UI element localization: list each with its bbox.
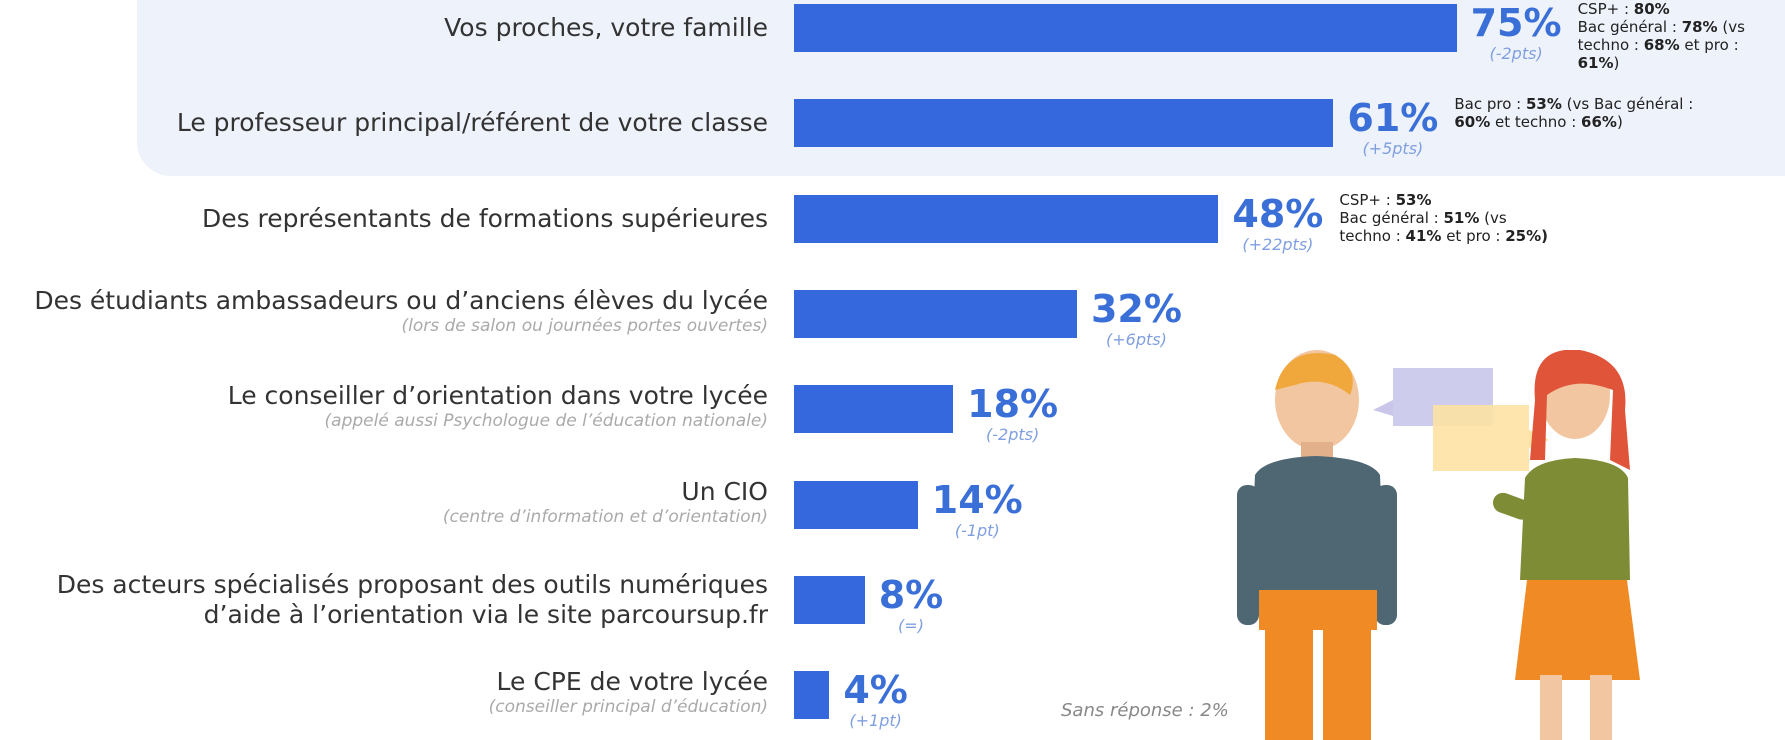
bar-group: 8% (=) (794, 574, 944, 636)
note: CSP+ : 53% Bac général : 51% (vs techno … (1339, 191, 1548, 245)
row: Vos proches, votre famille 75% (-2pts) CSP+… (0, 0, 1785, 72)
value-block: 48% (+22pts) (1232, 193, 1323, 255)
note: CSP+ : 80% Bac général : 78% (vs techno … (1578, 0, 1785, 72)
value-block: 4% (+1pt) (843, 669, 908, 731)
bar (794, 4, 1457, 52)
value-label: 8% (878, 572, 944, 617)
value-label: 32% (1090, 286, 1182, 331)
bar-group: 32% (+6pts) (794, 288, 1182, 350)
note-segment: (vs Bac général : (1566, 95, 1694, 114)
bar (794, 385, 954, 434)
note-segment: 68% (1643, 36, 1680, 54)
category-sublabel: (lors de salon ou journées portes ouvert… (401, 315, 768, 336)
note: Bac pro : 53% (vs Bac général : 60% et t… (1454, 95, 1693, 131)
change-label: (-2pts) (1489, 44, 1543, 63)
note-segment: Bac pro : (1454, 95, 1526, 114)
bar-group: 75% (-2pts) CSP+ : 80% Bac général : 78% (… (794, 0, 1785, 72)
value-label: 61% (1347, 96, 1439, 141)
note-segment: et pro : (1441, 226, 1506, 245)
bar (794, 671, 830, 720)
footnote: Sans réponse : 2% (1061, 700, 1229, 721)
value-block: 75% (-2pts) (1471, 2, 1562, 64)
bar-group: 48% (+22pts) CSP+ : 53% Bac général : 51% … (794, 191, 1548, 255)
category-label: Des étudiants ambassadeurs ou d’anciens … (34, 285, 768, 315)
note-segment: ) (1616, 113, 1623, 132)
change-label: (+22pts) (1242, 234, 1314, 254)
bar-group: 14% (-1pt) (794, 479, 1023, 541)
row: Des acteurs spécialisés proposant des ou… (0, 570, 1785, 635)
value-label: 4% (843, 668, 908, 713)
bar-group: 4% (+1pt) (794, 669, 908, 731)
note-segment: (vs techno : (1339, 208, 1507, 245)
category-label-block: Un CIO (centre d’information et d’orienta… (443, 477, 768, 527)
change-label: (-2pts) (986, 425, 1040, 445)
category-label-block: Le professeur principal/référent de votr… (177, 108, 768, 138)
note-segment: 60% (1454, 113, 1491, 132)
value-block: 14% (-1pt) (932, 479, 1023, 541)
note-segment: CSP+ : (1339, 190, 1396, 209)
row: Le CPE de votre lycée (conseiller princip… (0, 667, 1785, 730)
bar (794, 194, 1219, 243)
category-label: Le conseiller d’orientation dans votre l… (227, 381, 768, 411)
note-segment: 66% (1581, 113, 1617, 132)
category-label-block: Des acteurs spécialisés proposant des ou… (57, 570, 768, 630)
change-label: (+6pts) (1106, 329, 1167, 349)
note-segment: 53% (1395, 190, 1432, 209)
bar (794, 480, 918, 529)
category-sublabel: (appelé aussi Psychologue de l’éducation… (324, 411, 768, 432)
category-label: Le CPE de votre lycée (496, 667, 768, 697)
change-label: (+1pt) (849, 711, 902, 731)
category-label: Des acteurs spécialisés proposant des ou… (56, 569, 768, 629)
note-segment: 80% (1633, 0, 1670, 18)
bar-group: 61% (+5pts) Bac pro : 53% (vs Bac général … (794, 95, 1693, 159)
note-segment: et pro : (1679, 36, 1739, 54)
bar-group: 18% (-2pts) (794, 383, 1058, 445)
value-label: 18% (967, 382, 1059, 427)
value-block: 61% (+5pts) (1347, 97, 1438, 159)
note-segment: 51% (1443, 208, 1480, 227)
category-label-block: Des représentants de formations supérieu… (202, 204, 768, 234)
row: Le conseiller d’orientation dans votre l… (0, 381, 1785, 444)
category-label: Un CIO (681, 476, 768, 506)
row: Des étudiants ambassadeurs ou d’anciens … (0, 286, 1785, 349)
category-label: Vos proches, votre famille (444, 13, 768, 42)
value-label: 14% (931, 477, 1023, 522)
change-label: (=) (898, 615, 924, 635)
note-segment: 53% (1525, 95, 1562, 114)
note-segment: et techno : (1490, 113, 1582, 132)
category-label: Des représentants de formations supérieu… (201, 203, 768, 233)
note-segment: ) (1613, 54, 1620, 72)
category-label-block: Le CPE de votre lycée (conseiller princip… (489, 667, 768, 717)
value-label: 75% (1470, 1, 1562, 45)
note-segment: Bac général : (1577, 18, 1677, 36)
row: Un CIO (centre d’information et d’orienta… (0, 477, 1785, 540)
note-segment: 41% (1405, 226, 1442, 245)
category-label-block: Des étudiants ambassadeurs ou d’anciens … (34, 286, 768, 336)
bar (794, 575, 865, 624)
value-block: 18% (-2pts) (967, 383, 1058, 445)
category-label-block: Vos proches, votre famille (444, 13, 768, 43)
category-label-block: Le conseiller d’orientation dans votre l… (228, 381, 768, 431)
change-label: (-1pt) (954, 520, 1000, 540)
bar (794, 289, 1077, 338)
note-segment: CSP+ : (1577, 0, 1634, 18)
change-label: (+5pts) (1362, 139, 1424, 159)
category-sublabel: (centre d’information et d’orientation) (442, 506, 768, 527)
value-block: 32% (+6pts) (1091, 288, 1182, 350)
note-segment: (vs techno : (1577, 18, 1745, 54)
note-segment: 78% (1681, 18, 1718, 36)
value-label: 48% (1232, 191, 1324, 236)
value-block: 8% (=) (879, 574, 944, 636)
category-label: Le professeur principal/référent de votr… (176, 108, 768, 138)
row: Le professeur principal/référent de votr… (0, 95, 1785, 158)
bar (794, 99, 1334, 148)
row: Des représentants de formations supérieu… (0, 191, 1785, 254)
note-segment: 25%) (1505, 226, 1548, 245)
category-sublabel: (conseiller principal d’éducation) (488, 697, 768, 718)
note-segment: 61% (1577, 54, 1614, 72)
note-segment: Bac général : (1339, 208, 1439, 227)
illustration (1237, 350, 1640, 740)
